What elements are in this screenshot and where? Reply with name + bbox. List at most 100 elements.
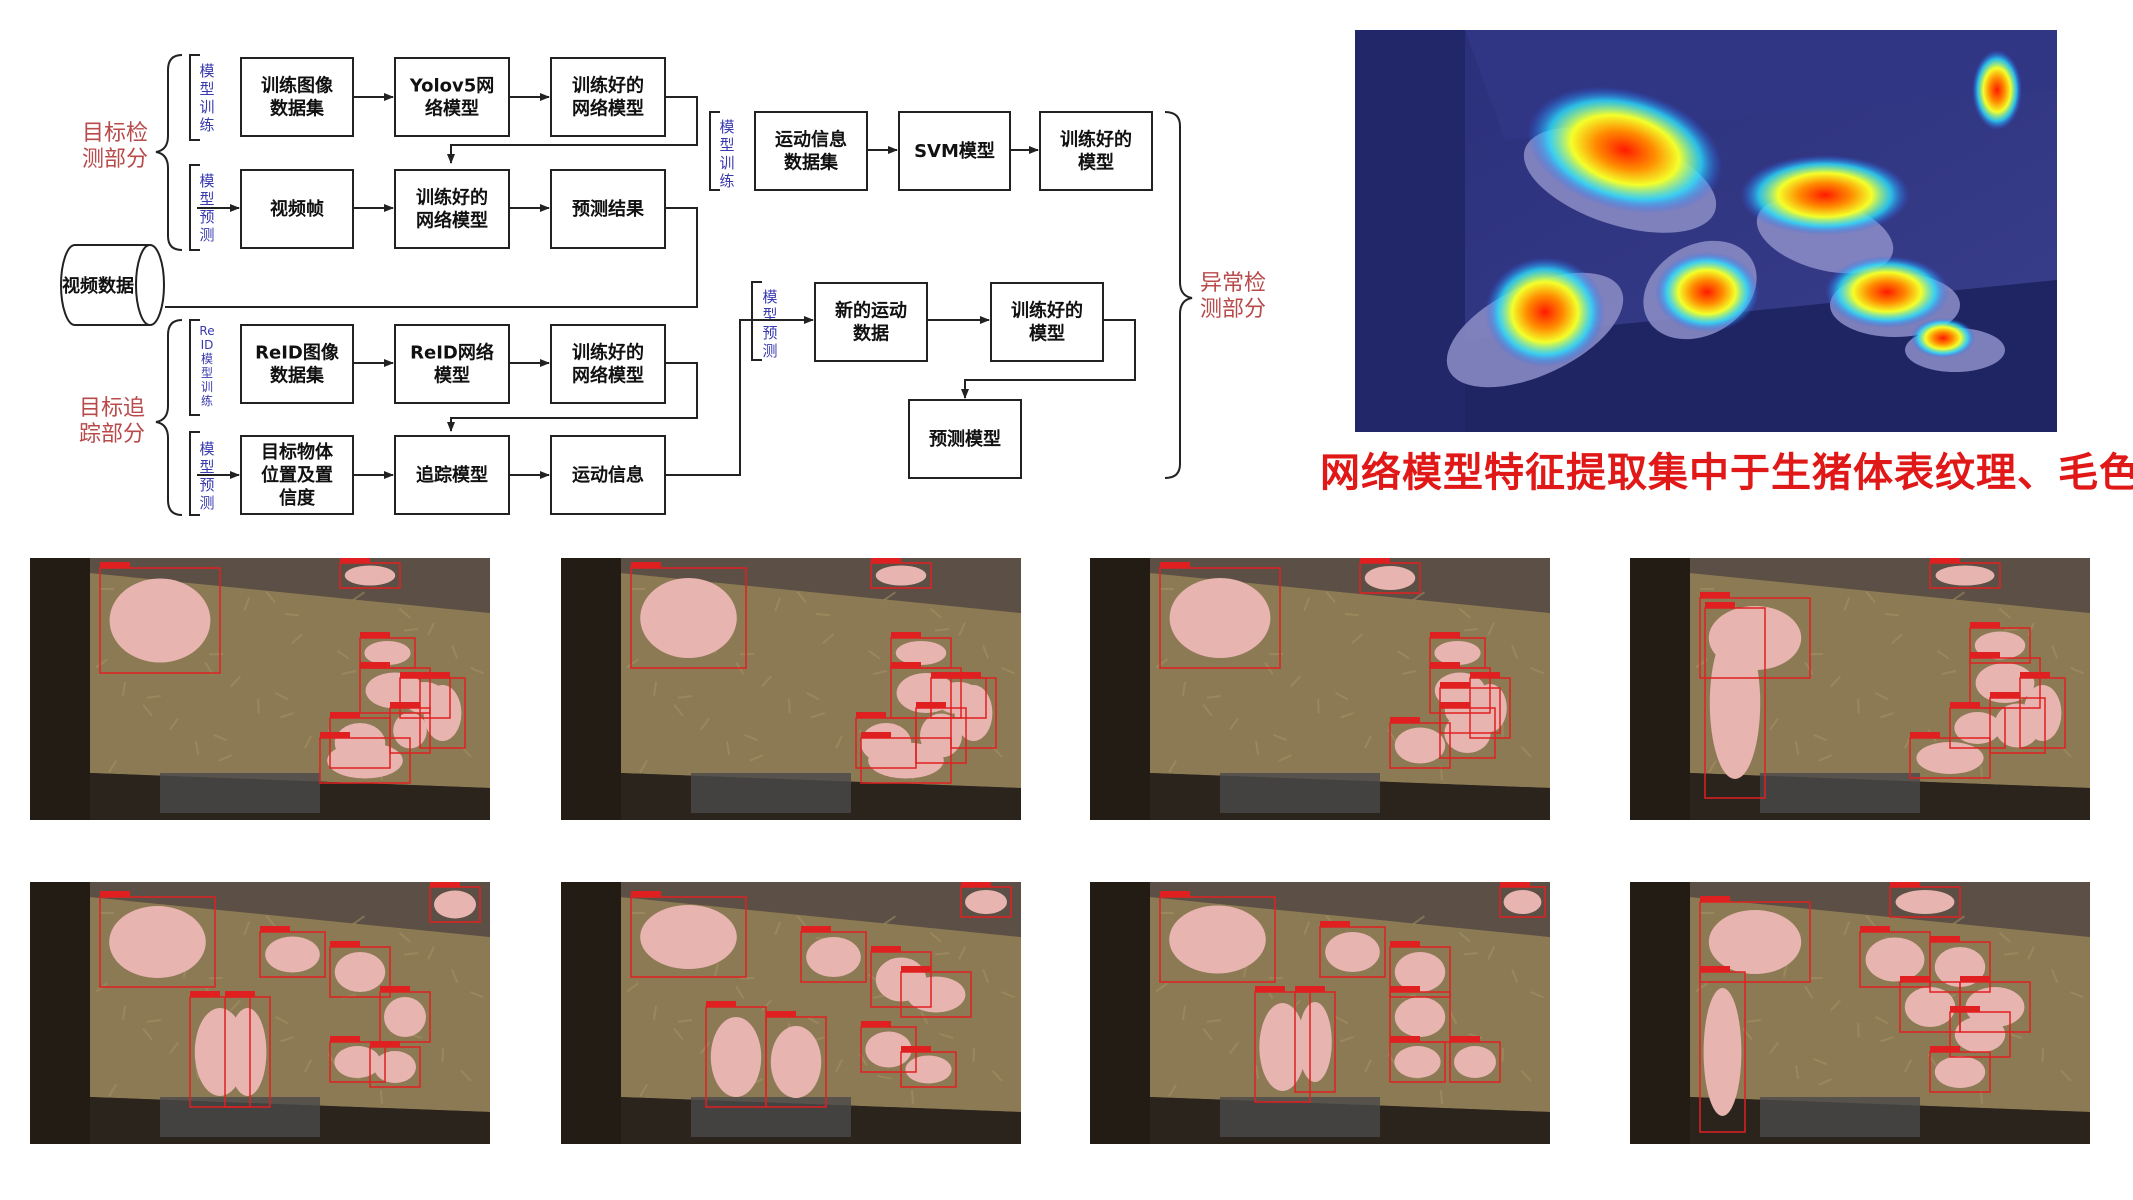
- vlabel-char: 模: [719, 118, 734, 136]
- node-trained1-line-0: 训练好的: [572, 75, 644, 97]
- bracket-reid-train: [189, 319, 200, 416]
- vlabel-char: 型: [199, 80, 214, 98]
- node-trained2-line-0: 训练好的: [416, 187, 488, 209]
- vlabel-char: 测: [199, 226, 214, 244]
- vlabel-char: 测: [199, 494, 214, 512]
- node-track-model-line-0: 追踪模型: [416, 464, 488, 486]
- node-trained1-line-1: 网络模型: [572, 98, 644, 120]
- vlabel-char: ID: [201, 338, 214, 352]
- section-label-anomaly-2: 测部分: [1200, 297, 1266, 322]
- detection-frame-5: [30, 882, 490, 1144]
- vlabel-char: 预: [762, 324, 777, 342]
- node-motion-info-line-0: 运动信息: [572, 464, 644, 486]
- bracket-train2: [709, 111, 720, 191]
- node-trained-model1-line-0: 训练好的: [1060, 129, 1132, 151]
- bracket-detection: [155, 54, 183, 251]
- vlabel-char: 型: [719, 136, 734, 154]
- vlabel-char: 训: [199, 98, 214, 116]
- node-predict-model-line-0: 预测模型: [929, 428, 1001, 450]
- detection-frame-4: [1630, 558, 2090, 820]
- vlabel-char: 模: [199, 172, 214, 190]
- node-video-frame-line-0: 视频帧: [270, 198, 324, 220]
- node-predict-model: 预测模型: [908, 399, 1022, 479]
- vlabel-char: 测: [762, 342, 777, 360]
- vlabel-char: 练: [201, 393, 213, 408]
- bracket-predict1: [189, 164, 200, 251]
- node-train-img-line-1: 数据集: [270, 98, 325, 120]
- bracket-anomaly: [1164, 111, 1193, 479]
- node-trained-model1-line-1: 模型: [1078, 152, 1114, 174]
- node-pred-result: 预测结果: [550, 169, 666, 249]
- heatmap-image: [1355, 30, 2057, 432]
- node-trained3-line-1: 网络模型: [572, 365, 644, 387]
- vlabel-char: 练: [719, 172, 734, 190]
- video-data-label: 视频数据: [62, 275, 134, 297]
- vlabel-char: 型: [199, 458, 214, 476]
- section-label-detection-2: 测部分: [82, 147, 148, 172]
- node-svm: SVM模型: [898, 111, 1011, 191]
- vlabel-char: 模: [199, 62, 214, 80]
- section-label-detection: 目标检: [82, 121, 148, 146]
- node-trained-model2-line-1: 模型: [1029, 323, 1065, 345]
- node-trained3-line-0: 训练好的: [572, 342, 644, 364]
- node-new-motion-line-1: 数据: [853, 323, 889, 345]
- vlabel-char: Re: [199, 324, 214, 338]
- node-trained-model2-line-0: 训练好的: [1011, 300, 1083, 322]
- node-target-pos-line-0: 目标物体: [261, 441, 334, 463]
- vlabel-char: 模: [762, 288, 777, 306]
- bracket-tracking: [155, 319, 183, 516]
- heatmap-caption: 网络模型特征提取集中于生猪体表纹理、毛色: [1320, 450, 2133, 496]
- vlabel-char: 训: [201, 380, 213, 394]
- node-svm-line-0: SVM模型: [914, 140, 995, 162]
- vlabel-char: 型: [762, 306, 777, 324]
- vlabel-char: 训: [719, 154, 734, 172]
- vlabel-char: 型: [201, 366, 213, 380]
- detection-frame-2: [561, 558, 1021, 820]
- node-track-model: 追踪模型: [394, 435, 510, 515]
- bracket-train1: [189, 54, 200, 141]
- node-video-frame: 视频帧: [240, 169, 354, 249]
- detection-frame-8: [1630, 882, 2090, 1144]
- detection-frame-7: [1090, 882, 1550, 1144]
- node-reid-net-line-0: ReID网络: [410, 342, 494, 364]
- node-pred-result-line-0: 预测结果: [572, 198, 645, 220]
- node-reid-img-line-1: 数据集: [270, 365, 325, 387]
- section-label-anomaly: 异常检: [1200, 271, 1266, 296]
- node-new-motion-line-0: 新的运动: [835, 300, 907, 322]
- node-reid-net-line-1: 模型: [434, 365, 470, 387]
- vlabel-char: 模: [201, 352, 213, 366]
- vlabel-char: 型: [199, 190, 214, 208]
- video-data-cylinder: 视频数据: [60, 244, 165, 326]
- vlabel-char: 练: [199, 116, 214, 134]
- detection-frame-6: [561, 882, 1021, 1144]
- bracket-predict2: [189, 431, 200, 516]
- node-trained2-line-1: 网络模型: [416, 210, 488, 232]
- node-yolo-line-1: 络模型: [425, 98, 479, 120]
- section-label-tracking: 目标追: [79, 396, 145, 421]
- node-motion-dataset-line-1: 数据集: [784, 152, 839, 174]
- vlabel-char: 预: [199, 208, 214, 226]
- node-train-img-line-0: 训练图像: [261, 75, 334, 97]
- section-label-tracking-2: 踪部分: [79, 422, 145, 447]
- node-motion-info: 运动信息: [550, 435, 666, 515]
- node-target-pos-line-2: 信度: [279, 487, 316, 509]
- vlabel-char: 模: [199, 440, 214, 458]
